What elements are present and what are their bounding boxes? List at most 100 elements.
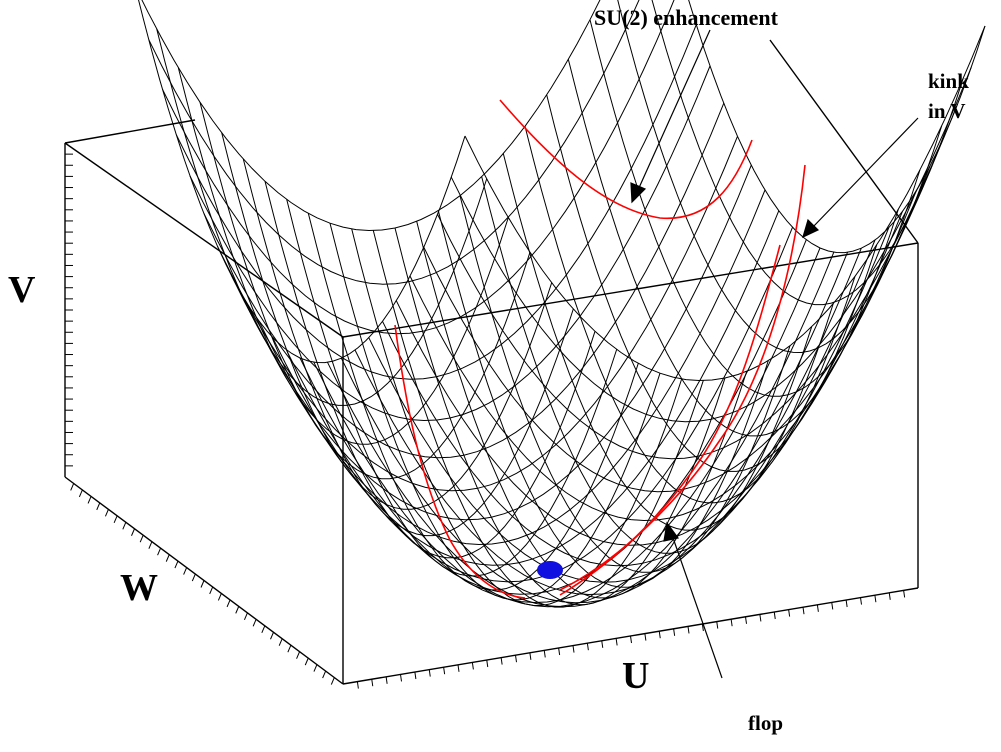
u-axis-tick <box>860 597 862 605</box>
w-axis-tick <box>226 599 231 608</box>
u-axis-tick <box>903 590 906 598</box>
w-axis-tick <box>278 638 283 646</box>
w-axis-tick <box>131 528 135 536</box>
u-axis-tick <box>788 609 791 617</box>
mesh-line-w <box>217 136 738 492</box>
mesh-line-u <box>242 158 574 537</box>
mesh-line-w <box>354 239 876 596</box>
box-back-top-right-edge <box>769 39 919 244</box>
mesh-line-w <box>327 252 848 608</box>
u-axis-tick <box>572 645 575 653</box>
minimum-point-marker <box>537 561 563 579</box>
axis-label-w: W <box>120 567 158 609</box>
u-axis-tick <box>457 664 460 672</box>
su2-enhancement-curve <box>499 99 753 219</box>
mesh-line-u <box>437 210 769 588</box>
u-axis-tick <box>716 621 719 629</box>
w-axis-tick <box>174 560 179 569</box>
u-axis-tick <box>687 626 690 634</box>
w-axis-tick <box>296 651 301 659</box>
mesh-line-w <box>450 67 972 423</box>
u-axis-tick <box>586 643 589 651</box>
u-axis-tick <box>385 676 388 684</box>
box-top-left-edge <box>64 142 344 338</box>
w-axis-tick <box>104 509 109 517</box>
su2-arrow-line <box>637 29 711 191</box>
u-axis-tick <box>658 631 661 639</box>
w-axis-tick <box>217 593 222 601</box>
u-axis-tick <box>831 602 834 610</box>
mesh-line-w <box>203 103 725 459</box>
w-axis-tick <box>270 632 274 640</box>
annotation-flop: flop <box>748 711 783 735</box>
u-axis-tick <box>874 595 877 603</box>
mesh-line-u <box>199 102 531 480</box>
flop-arrow-head <box>663 521 680 542</box>
w-axis-tick <box>191 573 196 582</box>
u-axis-tick <box>644 633 647 641</box>
u-axis-tick <box>759 614 762 622</box>
annotation-arrows <box>630 29 919 679</box>
u-axis-tick <box>888 592 891 600</box>
kink-arrow-head <box>802 218 820 239</box>
w-axis-tick <box>183 567 188 575</box>
box-top-right-edge <box>342 242 919 338</box>
u-axis-tick <box>802 607 805 615</box>
mesh-line-u <box>221 132 553 510</box>
w-axis-tick <box>287 644 292 653</box>
w-axis-tick <box>330 677 335 685</box>
red-curves <box>394 99 806 599</box>
annotation-kink-line2: in V <box>928 99 966 123</box>
axis-ticks <box>65 153 906 689</box>
u-axis-tick <box>543 650 546 658</box>
mesh-line-w <box>175 24 697 380</box>
annotation-kink-line1: kink <box>928 69 969 93</box>
u-axis-tick <box>615 638 618 646</box>
u-axis-tick <box>414 671 417 680</box>
mesh-line-w <box>285 239 807 595</box>
w-axis-tick <box>148 541 153 549</box>
w-axis-tick <box>322 670 327 679</box>
u-axis-tick <box>428 669 431 677</box>
flop-curve-left <box>394 324 526 599</box>
u-axis-tick <box>443 667 446 675</box>
annotation-su2-enhancement: SU(2) enhancement <box>594 5 779 30</box>
u-axis-tick <box>816 604 819 612</box>
u-axis-tick <box>745 616 747 624</box>
w-axis-tick <box>261 625 266 633</box>
u-axis-tick <box>400 674 402 682</box>
mesh-line-w <box>423 137 945 493</box>
w-axis-tick <box>313 664 318 672</box>
mesh-line-w <box>230 165 752 521</box>
mesh-line-w <box>244 189 766 546</box>
u-axis-tick <box>701 623 704 632</box>
mesh-line-w <box>258 210 780 566</box>
w-axis-tick <box>243 612 248 621</box>
mesh-line-u <box>394 227 726 606</box>
kink-arrow-line <box>811 117 919 229</box>
mesh-line-u <box>567 59 899 437</box>
surface-mesh <box>138 0 986 608</box>
u-axis-tick <box>500 657 503 665</box>
axis-label-u: U <box>622 655 649 697</box>
w-axis-tick <box>235 606 240 614</box>
mesh-line-w <box>382 211 903 567</box>
mesh-line-w <box>162 0 675 335</box>
w-axis-tick <box>78 489 83 498</box>
w-axis-tick <box>96 502 101 511</box>
mesh-line-w <box>395 190 917 546</box>
mesh-line-w <box>148 0 640 285</box>
w-axis-tick <box>304 657 309 666</box>
u-axis-tick <box>845 599 848 608</box>
u-axis-tick <box>486 659 489 668</box>
u-axis-tick <box>730 619 733 627</box>
u-axis-tick <box>356 681 359 689</box>
w-axis-tick <box>70 483 75 491</box>
mesh-line-u <box>589 19 921 397</box>
u-axis-tick <box>371 679 374 687</box>
w-axis-tick <box>122 522 127 530</box>
u-axis-tick <box>630 635 632 644</box>
mesh-line-u <box>416 221 748 599</box>
u-axis-tick <box>471 662 474 670</box>
